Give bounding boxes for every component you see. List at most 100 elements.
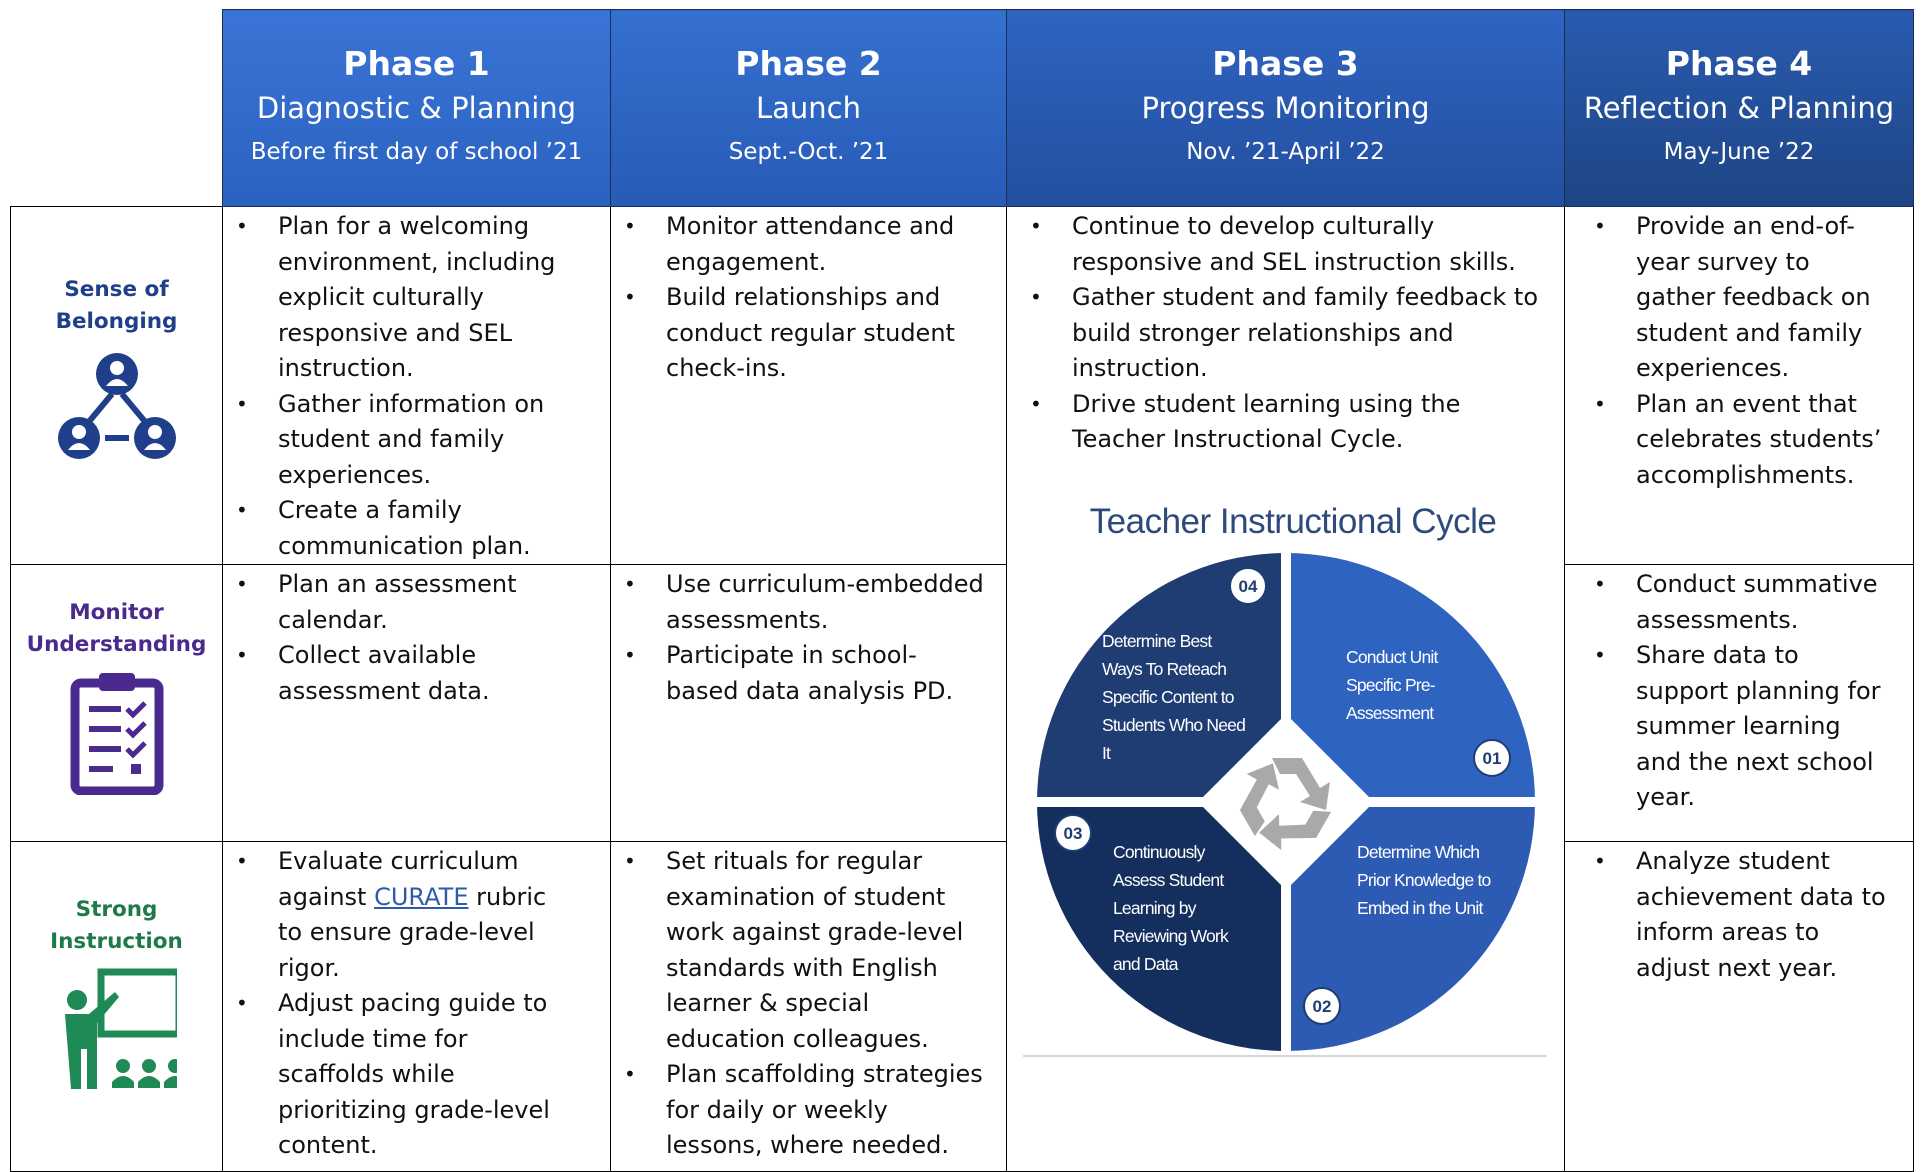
cycle-title: Teacher Instructional Cycle — [1089, 502, 1497, 541]
header-row: Phase 1 Diagnostic & Planning Before first… — [10, 9, 1914, 207]
icon-body — [64, 992, 119, 1089]
icon-body — [67, 443, 90, 450]
bullet-list: Plan an assessment calendar.Collect avai… — [223, 565, 576, 709]
phase-title: Phase 4 — [1665, 44, 1813, 83]
step-text: Determine Which Prior Knowledge to Embed… — [1357, 842, 1491, 918]
phase-title: Phase 3 — [1212, 44, 1359, 83]
phase-cell: Provide an end-of-year survey to gather … — [1564, 206, 1914, 565]
phase-cell: Conduct summative assessments.Share data… — [1564, 564, 1914, 842]
phase-cell: Use curriculum-embedded assessments.Part… — [610, 564, 1007, 842]
icon-line — [119, 392, 149, 426]
icon-student — [141, 1059, 156, 1073]
cycle-diamond — [1198, 714, 1374, 890]
icon-row — [88, 746, 121, 752]
bullet-item: Build relationships and conduct regular … — [624, 280, 986, 387]
cycle-quadrant — [1037, 802, 1286, 1051]
bullet-list: Evaluate curriculum against CURATE rubri… — [223, 842, 576, 1164]
phase-table: Phase 1 Diagnostic & Planning Before first… — [10, 9, 1914, 1172]
phase-cell: Plan for a welcoming environment, includ… — [222, 206, 611, 565]
phase-header: Phase 3 Progress Monitoring Nov. ’21-April… — [1006, 9, 1565, 207]
icon-student — [115, 1059, 130, 1073]
icon-sq — [130, 764, 141, 774]
row-label-cell: Sense of Belonging — [10, 206, 223, 565]
icon-line — [84, 392, 114, 426]
bullet-item: Gather information on student and family… — [236, 387, 576, 494]
icon-clip — [98, 673, 135, 691]
bullet-text: Evaluate curriculum against — [278, 847, 519, 911]
bullet-item: Monitor attendance and engagement. — [624, 209, 986, 280]
cycle-quadrant — [1286, 553, 1535, 802]
icon-row — [88, 726, 121, 732]
bullet-list: Use curriculum-embedded assessments.Part… — [611, 565, 986, 709]
bullet-item: Set rituals for regular examination of s… — [624, 844, 986, 1057]
step-badge — [1054, 814, 1092, 852]
icon-student-body — [111, 1076, 134, 1088]
bullet-item: Plan an event that celebrates students’ … — [1594, 387, 1892, 494]
bullet-item: Adjust pacing guide to include time for … — [236, 986, 576, 1164]
recycle-arrow-body — [1272, 758, 1330, 810]
phase-cell: Analyze student achievement data to info… — [1564, 841, 1914, 1172]
icon-body — [143, 443, 166, 450]
bullet-item: Create a family communication plan. — [236, 493, 576, 564]
step-badge — [1303, 987, 1341, 1025]
bullet-list: Continue to develop culturally responsiv… — [1017, 207, 1550, 458]
bullet-item: Collect available assessment data. — [236, 638, 576, 709]
recycle-arrow — [1239, 763, 1279, 837]
bullet-list: Monitor attendance and engagement.Build … — [611, 207, 986, 387]
row-label-cell: Monitor Understanding — [10, 564, 223, 842]
table-row: Strong Instruction Evaluate curriculum ag… — [10, 841, 1914, 1172]
phase-subtitle: Launch — [755, 91, 861, 125]
bullet-item: Evaluate curriculum against CURATE rubri… — [236, 844, 576, 986]
icon-row — [88, 766, 113, 772]
row-label: Monitor Understanding — [26, 600, 207, 657]
bullet-item: Use curriculum-embedded assessments. — [624, 567, 986, 638]
table-row: Sense of Belonging Plan for a welcoming e… — [10, 206, 1914, 1172]
phase-cell: Monitor attendance and engagement.Build … — [610, 206, 1007, 565]
phase-cell: Set rituals for regular examination of s… — [610, 841, 1007, 1172]
phase-dates: Before first day of school ’21 — [250, 139, 583, 165]
phase-title: Phase 1 — [343, 44, 490, 83]
step-text: Continuously Assess Student Learning by … — [1113, 842, 1229, 974]
phase-cell: Evaluate curriculum against CURATE rubri… — [222, 841, 611, 1172]
table-row: Monitor Understanding Plan an assessment … — [10, 564, 1914, 842]
bullet-list: Conduct summative assessments.Share data… — [1581, 565, 1892, 816]
bullet-list: Analyze student achievement data to info… — [1581, 842, 1892, 986]
icon-head — [66, 990, 87, 1010]
icon-head — [71, 425, 86, 439]
row-label-cell: Strong Instruction — [10, 841, 223, 1172]
row-label: Sense of Belonging — [55, 277, 178, 334]
curate-link[interactable]: CURATE — [374, 882, 469, 911]
icon-row — [88, 706, 121, 712]
bullet-item: Provide an end-of-year survey to gather … — [1594, 209, 1892, 387]
step-number: 04 — [1239, 577, 1258, 596]
recycle-arrow-body — [1239, 763, 1279, 837]
icon-student-body — [163, 1076, 177, 1088]
bullet-list: Plan for a welcoming environment, includ… — [223, 207, 576, 564]
icon-body — [105, 379, 128, 386]
step-number: 02 — [1313, 997, 1332, 1016]
step-number: 01 — [1483, 749, 1502, 768]
row-icon — [70, 673, 163, 795]
cycle-graphic: 01 02 03 04 — [1023, 551, 1547, 1057]
recycle-arrow — [1259, 810, 1332, 851]
icon-head — [147, 425, 162, 439]
phase-subtitle: Reflection & Planning — [1583, 91, 1895, 125]
phase-header: Phase 1 Diagnostic & Planning Before first… — [222, 9, 611, 207]
bullet-item: Share data to support planning for summe… — [1594, 638, 1892, 816]
phase-dates: Nov. ’21-April ’22 — [1186, 139, 1385, 165]
recycle-arrow-body — [1259, 810, 1332, 851]
phase-cell: Plan an assessment calendar.Collect avai… — [222, 564, 611, 842]
step-number: 03 — [1064, 824, 1083, 843]
corner — [10, 9, 223, 207]
icon-check — [124, 701, 147, 719]
icon-board — [97, 968, 177, 1038]
row-icon — [57, 353, 176, 459]
bullet-list: Provide an end-of-year survey to gather … — [1581, 207, 1892, 493]
bullet-item: Analyze student achievement data to info… — [1594, 844, 1892, 986]
bullet-text: rubric to ensure grade-level rigor. — [278, 882, 547, 982]
phase-title: Phase 2 — [735, 44, 882, 83]
bullet-item: Continue to develop culturally responsiv… — [1030, 209, 1550, 280]
bullet-list: Set rituals for regular examination of s… — [611, 842, 986, 1164]
instructional-cycle: Teacher Instructional Cycle 01 02 03 04 Condu… — [1023, 490, 1547, 1060]
